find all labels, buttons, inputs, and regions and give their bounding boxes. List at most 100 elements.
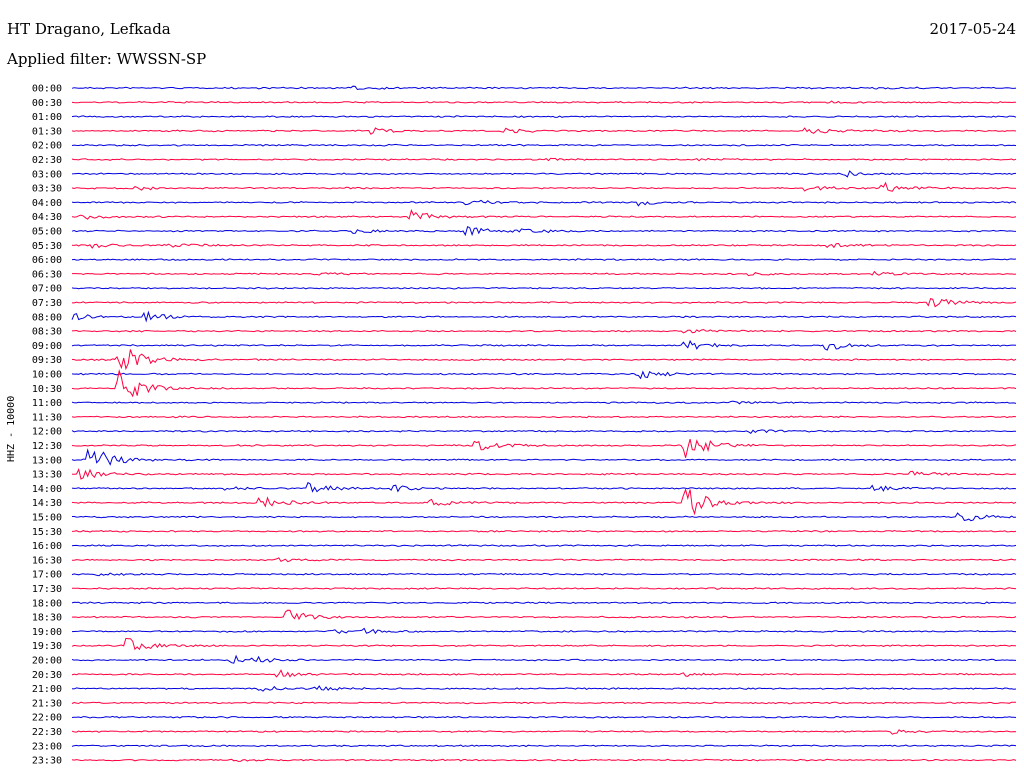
time-label: 17:00 (32, 570, 62, 581)
time-label: 10:30 (32, 384, 62, 395)
trace-line (71, 544, 1017, 547)
time-label: 04:30 (32, 212, 62, 223)
trace-line (71, 310, 1017, 323)
trace-line (71, 349, 1017, 371)
trace-line (71, 85, 1017, 91)
traces (71, 85, 1017, 762)
trace-line (71, 487, 1017, 516)
trace-line (72, 512, 1017, 522)
time-label: 03:00 (32, 169, 62, 180)
trace-line (72, 297, 1017, 308)
trace-line (71, 199, 1017, 207)
trace-line (71, 328, 1017, 334)
trace-line (71, 143, 1017, 147)
time-labels: 00:00 00:30 01:00 01:30 02:00 02:30 03:00 03:30… (32, 84, 62, 767)
trace-line (71, 100, 1017, 104)
time-label: 21:00 (32, 684, 62, 695)
time-label: 05:00 (32, 227, 62, 238)
trace-line (71, 370, 1017, 380)
time-label: 12:00 (32, 427, 62, 438)
trace-line (71, 115, 1017, 118)
trace-line (71, 170, 1017, 178)
record-date: 2017-05-24 (929, 20, 1016, 38)
trace-line (71, 627, 1016, 635)
time-label: 05:30 (32, 241, 62, 252)
trace-line (71, 438, 1017, 458)
trace-line (71, 157, 1017, 162)
trace-line (71, 448, 1017, 466)
time-label: 10:00 (32, 370, 62, 381)
time-label: 12:30 (32, 441, 62, 452)
trace-line (71, 400, 1017, 405)
trace-line (71, 529, 1017, 533)
time-label: 18:30 (32, 613, 62, 624)
trace-line (71, 758, 1017, 762)
trace-line (71, 654, 1017, 664)
time-label: 08:00 (32, 312, 62, 323)
trace-line (71, 481, 1017, 493)
trace-line (71, 429, 1017, 434)
trace-line (72, 557, 1017, 563)
trace-line (71, 468, 1017, 480)
trace-line (71, 208, 1017, 220)
trace-line (71, 181, 1017, 192)
time-label: 16:00 (32, 541, 62, 552)
time-label: 15:00 (32, 513, 62, 524)
trace-line (71, 715, 1017, 719)
time-label: 14:00 (32, 484, 62, 495)
time-label: 14:30 (32, 498, 62, 509)
trace-line (71, 286, 1017, 290)
time-label: 21:30 (32, 698, 62, 709)
trace-line (71, 339, 1017, 351)
filter-label: Applied filter: WWSSN-SP (7, 50, 207, 68)
time-label: 04:00 (32, 198, 62, 209)
time-label: 23:00 (32, 741, 62, 752)
trace-line (71, 685, 1017, 692)
time-label: 19:30 (32, 641, 62, 652)
trace-line (71, 609, 1017, 621)
trace-line (71, 242, 1017, 249)
trace-line (71, 415, 1017, 419)
trace-line (71, 669, 1017, 678)
time-label: 06:00 (32, 255, 62, 266)
time-label: 00:30 (32, 98, 62, 109)
time-label: 13:00 (32, 455, 62, 466)
time-label: 01:30 (32, 126, 62, 137)
time-label: 02:30 (32, 155, 62, 166)
trace-line (72, 587, 1017, 590)
trace-line (71, 258, 1017, 261)
trace-line (71, 744, 1017, 748)
time-label: 03:30 (32, 184, 62, 195)
time-label: 22:30 (32, 727, 62, 738)
trace-line (71, 701, 1017, 705)
trace-line (71, 637, 1016, 651)
time-label: 13:30 (32, 470, 62, 481)
time-label: 07:30 (32, 298, 62, 309)
trace-line (71, 127, 1017, 135)
trace-line (71, 369, 1017, 398)
time-label: 11:30 (32, 412, 62, 423)
time-label: 16:30 (32, 555, 62, 566)
time-label: 17:30 (32, 584, 62, 595)
time-label: 08:30 (32, 327, 62, 338)
time-label: 09:30 (32, 355, 62, 366)
time-label: 01:00 (32, 112, 62, 123)
trace-line (71, 729, 1017, 735)
trace-line (72, 270, 1017, 277)
time-label: 02:00 (32, 141, 62, 152)
time-label: 18:00 (32, 598, 62, 609)
time-label: 07:00 (32, 284, 62, 295)
trace-line (71, 601, 1017, 605)
time-label: 15:30 (32, 527, 62, 538)
time-label: 06:30 (32, 269, 62, 280)
time-label: 09:00 (32, 341, 62, 352)
time-label: 00:00 (32, 84, 62, 95)
station-title: HT Dragano, Lefkada (7, 20, 171, 38)
time-label: 23:30 (32, 756, 62, 767)
time-label: 22:00 (32, 713, 62, 724)
time-label: 20:00 (32, 656, 62, 667)
trace-line (71, 225, 1017, 237)
time-label: 19:00 (32, 627, 62, 638)
time-label: 20:30 (32, 670, 62, 681)
